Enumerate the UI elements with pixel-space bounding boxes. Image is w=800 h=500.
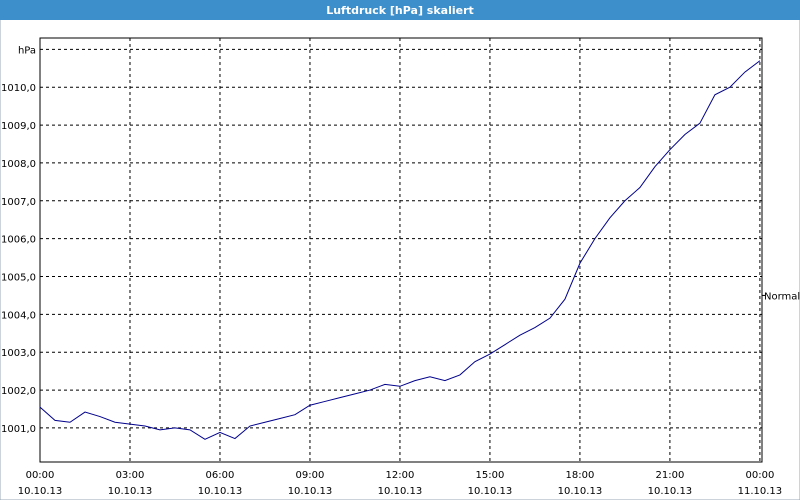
x-tick-date: 10.10.13 (18, 486, 63, 497)
x-tick-date: 10.10.13 (378, 486, 423, 497)
x-tick-label: 15:00 (476, 470, 505, 481)
y-tick-label: 1001,0 (1, 424, 36, 435)
x-tick-label: 03:00 (116, 470, 145, 481)
chart-title: Luftdruck [hPa] skaliert (326, 4, 474, 17)
x-tick-label: 21:00 (655, 470, 684, 481)
title-bar (0, 0, 800, 20)
x-tick-date: 10.10.13 (468, 486, 513, 497)
y-tick-label: 1005,0 (1, 273, 36, 284)
y-tick-label: 1002,0 (1, 386, 36, 397)
x-tick-label: 06:00 (206, 470, 235, 481)
x-tick-label: 00:00 (745, 470, 774, 481)
line (39, 60, 761, 440)
x-tick-label: 00:00 (26, 470, 55, 481)
x-tick-date: 10.10.13 (648, 486, 693, 497)
x-tick-date: 10.10.13 (288, 486, 333, 497)
x-tick-date: 10.10.13 (198, 486, 243, 497)
y-tick-label: 1009,0 (1, 121, 36, 132)
y-tick-label: 1003,0 (1, 348, 36, 359)
y-tick-label: hPa (18, 45, 36, 56)
x-tick-date: 10.10.13 (108, 486, 153, 497)
y-tick-label: 1004,0 (1, 310, 36, 321)
x-tick-date: 11.10.13 (738, 486, 783, 497)
x-tick-label: 18:00 (566, 470, 595, 481)
x-tick-date: 10.10.13 (558, 486, 603, 497)
annotation: Normal (764, 291, 800, 302)
y-tick-label: 1006,0 (1, 235, 36, 246)
y-tick-label: 1007,0 (1, 197, 36, 208)
x-tick-label: 12:00 (386, 470, 415, 481)
y-tick-label: 1010,0 (1, 83, 36, 94)
y-tick-label: 1008,0 (1, 159, 36, 170)
x-tick-label: 09:00 (296, 470, 325, 481)
